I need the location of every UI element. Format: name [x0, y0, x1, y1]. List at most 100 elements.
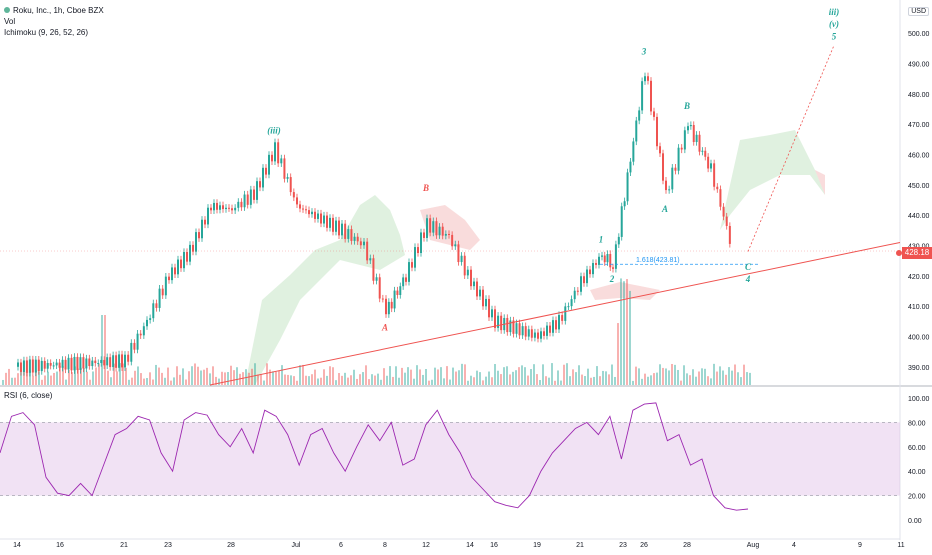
volume-bar: [29, 370, 31, 385]
volume-bar: [188, 371, 190, 385]
candle-body: [139, 333, 142, 336]
candle-body: [246, 194, 249, 205]
time-tick-label: Jul: [292, 542, 301, 549]
volume-bar: [677, 369, 679, 385]
volume-bar: [197, 366, 199, 385]
candle-body: [448, 233, 450, 235]
candle-body: [259, 181, 261, 188]
volume-bar: [275, 371, 277, 385]
volume-bar: [272, 371, 274, 385]
candle-body: [61, 359, 64, 368]
volume-bar: [101, 315, 103, 385]
legend-ichimoku[interactable]: Ichimoku (9, 26, 52, 26): [4, 28, 89, 37]
candle-body: [623, 201, 626, 207]
volume-bar: [104, 315, 106, 385]
rsi-legend[interactable]: RSI (6, close): [4, 391, 53, 400]
volume-bar: [86, 371, 88, 385]
legend-volume[interactable]: Vol: [4, 17, 16, 26]
candle-body: [58, 362, 61, 368]
candle-body: [142, 326, 145, 336]
volume-bar: [320, 377, 322, 385]
wave-label: A: [381, 322, 388, 332]
volume-bar: [608, 374, 610, 385]
candle-body: [121, 354, 124, 368]
candle-body: [454, 244, 457, 247]
volume-bar: [164, 377, 166, 385]
candle-body: [378, 277, 381, 299]
candle-body: [216, 202, 218, 210]
candle-body: [323, 215, 325, 224]
candle-body: [521, 326, 524, 336]
candle-body: [659, 146, 661, 154]
volume-bar: [485, 376, 487, 385]
volume-bar: [161, 372, 163, 385]
candle-body: [136, 333, 139, 350]
volume-bar: [701, 368, 703, 385]
volume-bar: [536, 374, 538, 385]
candle-body: [97, 363, 100, 365]
wave-label: B: [422, 183, 429, 193]
candle-body: [479, 289, 481, 297]
candle-body: [429, 218, 432, 233]
wave-label: 2: [609, 274, 615, 284]
volume-bar: [251, 368, 253, 385]
candle-body: [347, 229, 350, 239]
candle-body: [277, 142, 280, 164]
volume-bar: [524, 367, 526, 385]
volume-bar: [53, 372, 55, 385]
candle-body: [91, 360, 94, 367]
volume-bar: [557, 370, 559, 385]
volume-bar: [683, 365, 685, 385]
candle-body: [396, 290, 399, 295]
candle-body: [393, 290, 396, 309]
candle-body: [435, 221, 438, 236]
candle-body: [524, 326, 527, 337]
candle-body: [219, 205, 221, 210]
volume-bar: [629, 290, 631, 385]
volume-bar: [707, 376, 709, 385]
price-tick-label: 470.00: [908, 122, 930, 129]
volume-bar: [38, 371, 40, 385]
volume-bar: [518, 367, 520, 385]
projection-line: [747, 45, 835, 252]
candle-body: [112, 355, 115, 368]
candle-body: [168, 276, 170, 281]
volume-bar: [293, 376, 295, 385]
wave-label: iii): [829, 7, 840, 17]
candle-body: [363, 241, 365, 246]
volume-bar: [749, 372, 751, 385]
volume-bar: [149, 372, 151, 385]
volume-bar: [491, 377, 493, 385]
volume-bar: [338, 373, 340, 385]
time-tick-label: 4: [792, 542, 796, 549]
time-tick-label: 28: [683, 542, 691, 549]
candle-body: [527, 329, 530, 337]
candle-body: [638, 110, 641, 121]
volume-bar: [122, 363, 124, 385]
candle-body: [243, 194, 246, 208]
candle-body: [344, 223, 347, 239]
candle-body: [704, 150, 707, 157]
volume-bar: [404, 372, 406, 385]
volume-bar: [23, 370, 25, 385]
price-tick-label: 430.00: [908, 243, 930, 250]
candle-body: [533, 332, 536, 338]
candle-body: [473, 281, 475, 287]
volume-bar: [215, 376, 217, 385]
candle-body: [158, 288, 161, 308]
candle-body: [161, 288, 164, 296]
volume-bar: [578, 365, 580, 385]
candle-body: [299, 204, 301, 209]
candle-body: [399, 286, 402, 295]
volume-bar: [227, 372, 229, 385]
candle-body: [130, 342, 133, 362]
candle-body: [79, 357, 82, 370]
candle-body: [31, 359, 34, 373]
volume-bar: [26, 371, 28, 385]
volume-bar: [713, 363, 715, 385]
candle-body: [614, 244, 617, 269]
volume-bar: [530, 369, 532, 385]
wave-label: (v): [829, 19, 839, 29]
